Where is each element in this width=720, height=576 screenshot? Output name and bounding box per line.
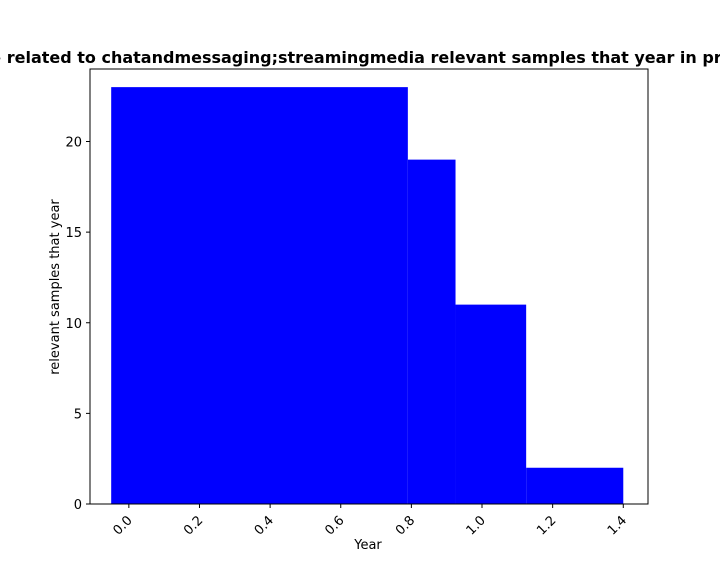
x-tick-label: 0.2 (181, 513, 206, 538)
x-tick-label: 0.8 (393, 513, 418, 538)
y-tick-label: 5 (74, 407, 82, 422)
x-tick-label: 0.0 (110, 513, 135, 538)
x-tick-label: 1.4 (605, 513, 630, 538)
x-tick-label: 0.4 (252, 513, 277, 538)
x-axis-ticks: 0.0 0.2 0.4 0.6 0.8 1.0 1.2 1.4 (110, 504, 630, 538)
bar-3 (526, 467, 624, 504)
bars-layer (111, 87, 624, 504)
chart-title: e related to chatandmessaging;streamingm… (0, 48, 720, 67)
x-tick-label: 1.2 (534, 513, 559, 538)
x-tick-label: 0.6 (322, 513, 347, 538)
bar-1 (407, 159, 456, 504)
y-tick-label: 20 (65, 136, 82, 151)
bar-2 (455, 304, 527, 504)
x-axis-label: Year (353, 538, 382, 553)
x-tick-label: 1.0 (464, 513, 489, 538)
plot-area-frame (89, 68, 649, 505)
y-axis-ticks: 0 5 10 15 20 (65, 136, 90, 513)
y-tick-label: 10 (65, 317, 82, 332)
y-tick-label: 15 (65, 226, 82, 241)
bar-0 (111, 87, 408, 504)
y-axis-label: relevant samples that year (48, 199, 63, 375)
y-tick-label: 0 (74, 498, 82, 513)
